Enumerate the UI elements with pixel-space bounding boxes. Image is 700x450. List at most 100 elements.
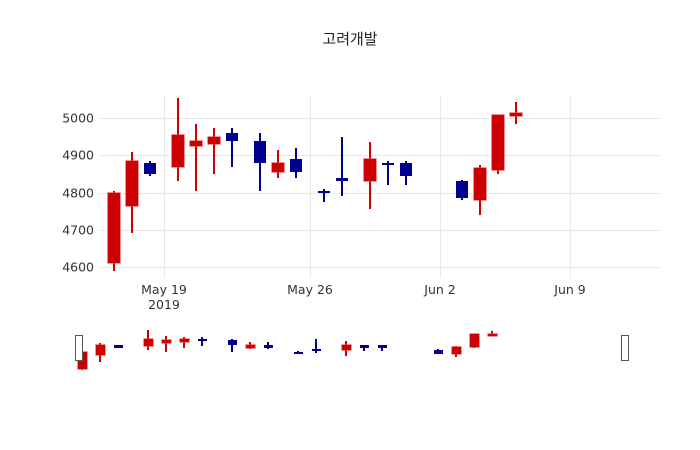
candle-body bbox=[190, 140, 202, 147]
candle-body bbox=[254, 140, 266, 163]
x-tick-label: Jun 2 bbox=[424, 282, 455, 297]
candle[interactable] bbox=[272, 96, 284, 278]
candle-wick bbox=[201, 337, 203, 347]
candle[interactable] bbox=[336, 96, 348, 278]
candle[interactable] bbox=[108, 96, 120, 278]
candle[interactable] bbox=[400, 96, 412, 278]
candle[interactable] bbox=[487, 330, 497, 372]
y-tick-label: 4700 bbox=[62, 222, 94, 238]
candle[interactable] bbox=[382, 96, 394, 278]
candle-body bbox=[311, 348, 321, 352]
candle[interactable] bbox=[290, 96, 302, 278]
candle[interactable] bbox=[226, 96, 238, 278]
gridline-y-4600 bbox=[100, 266, 660, 268]
candle-body bbox=[318, 190, 330, 194]
candle[interactable] bbox=[208, 96, 220, 278]
candle-body bbox=[293, 351, 303, 355]
range-start-handle[interactable] bbox=[75, 335, 83, 361]
candle-body bbox=[510, 112, 522, 117]
candle-body bbox=[108, 192, 120, 264]
gridline-y-5000 bbox=[100, 118, 660, 120]
gridline-y-4700 bbox=[100, 229, 660, 231]
candle[interactable] bbox=[359, 330, 369, 372]
candle[interactable] bbox=[510, 96, 522, 278]
candle-body bbox=[245, 345, 255, 348]
candle[interactable] bbox=[311, 330, 321, 372]
candle-wick bbox=[195, 123, 197, 191]
candle[interactable] bbox=[341, 330, 351, 372]
candle[interactable] bbox=[364, 96, 376, 278]
candle[interactable] bbox=[456, 96, 468, 278]
candle-body bbox=[364, 159, 376, 182]
candle-body bbox=[172, 135, 184, 167]
range-overview-panel[interactable] bbox=[40, 330, 640, 372]
x-tick-line1: May 19 bbox=[141, 282, 187, 297]
candle-body bbox=[95, 345, 105, 356]
candle-body bbox=[227, 340, 237, 346]
candle[interactable] bbox=[190, 96, 202, 278]
candle-body bbox=[161, 340, 171, 343]
candle-body bbox=[474, 168, 486, 200]
candle[interactable] bbox=[179, 330, 189, 372]
candle[interactable] bbox=[197, 330, 207, 372]
x-tick-line1: Jun 2 bbox=[424, 282, 456, 297]
candle[interactable] bbox=[433, 330, 443, 372]
candle-body bbox=[113, 345, 123, 348]
candle-body bbox=[341, 344, 351, 350]
x-tick-label: May 26 bbox=[287, 282, 333, 297]
candle[interactable] bbox=[451, 330, 461, 372]
candle[interactable] bbox=[161, 330, 171, 372]
candle-body bbox=[179, 339, 189, 342]
candle[interactable] bbox=[469, 330, 479, 372]
gridline-x-1 bbox=[310, 96, 311, 278]
candle-body bbox=[382, 162, 394, 166]
x-axis-labels: May 19 2019 May 26 Jun 2 Jun 9 bbox=[100, 282, 660, 318]
gridline-x-0 bbox=[164, 96, 165, 278]
candle-wick bbox=[323, 188, 325, 202]
candle[interactable] bbox=[143, 330, 153, 372]
x-tick-line1: May 26 bbox=[287, 282, 333, 297]
y-tick-label: 4900 bbox=[62, 147, 94, 163]
candle[interactable] bbox=[377, 330, 387, 372]
candle[interactable] bbox=[254, 96, 266, 278]
candle-body bbox=[208, 136, 220, 145]
candle-wick bbox=[213, 127, 215, 174]
x-tick-label: May 19 2019 bbox=[141, 282, 187, 312]
candle[interactable] bbox=[263, 330, 273, 372]
y-axis-labels: 4600 4700 4800 4900 5000 bbox=[26, 96, 94, 278]
candle-body bbox=[359, 345, 369, 348]
candle-body bbox=[197, 338, 207, 342]
x-tick-line2: 2019 bbox=[148, 297, 180, 312]
candle-body bbox=[126, 161, 138, 206]
candle[interactable] bbox=[144, 96, 156, 278]
candle-body bbox=[336, 177, 348, 182]
gridline-y-4900 bbox=[100, 155, 660, 157]
candle[interactable] bbox=[172, 96, 184, 278]
y-tick-label: 4800 bbox=[62, 185, 94, 201]
range-end-handle[interactable] bbox=[621, 335, 629, 361]
candle-wick bbox=[387, 161, 389, 186]
candle-wick bbox=[231, 127, 233, 167]
candle[interactable] bbox=[227, 330, 237, 372]
candle-wick bbox=[315, 339, 317, 354]
candle[interactable] bbox=[126, 96, 138, 278]
y-tick-label: 5000 bbox=[62, 110, 94, 126]
candle[interactable] bbox=[113, 330, 123, 372]
candle[interactable] bbox=[492, 96, 504, 278]
candle[interactable] bbox=[474, 96, 486, 278]
candle-body bbox=[487, 333, 497, 337]
gridline-y-4800 bbox=[100, 192, 660, 194]
candle-body bbox=[433, 349, 443, 354]
candle-wick bbox=[341, 136, 343, 197]
candle-body bbox=[290, 159, 302, 173]
candle[interactable] bbox=[293, 330, 303, 372]
x-tick-label: Jun 9 bbox=[554, 282, 585, 297]
candle[interactable] bbox=[245, 330, 255, 372]
candle[interactable] bbox=[318, 96, 330, 278]
candle-wick bbox=[183, 337, 185, 348]
candle[interactable] bbox=[95, 330, 105, 372]
candle-body bbox=[143, 339, 153, 347]
plot-area bbox=[100, 96, 660, 278]
candle-body bbox=[400, 162, 412, 176]
